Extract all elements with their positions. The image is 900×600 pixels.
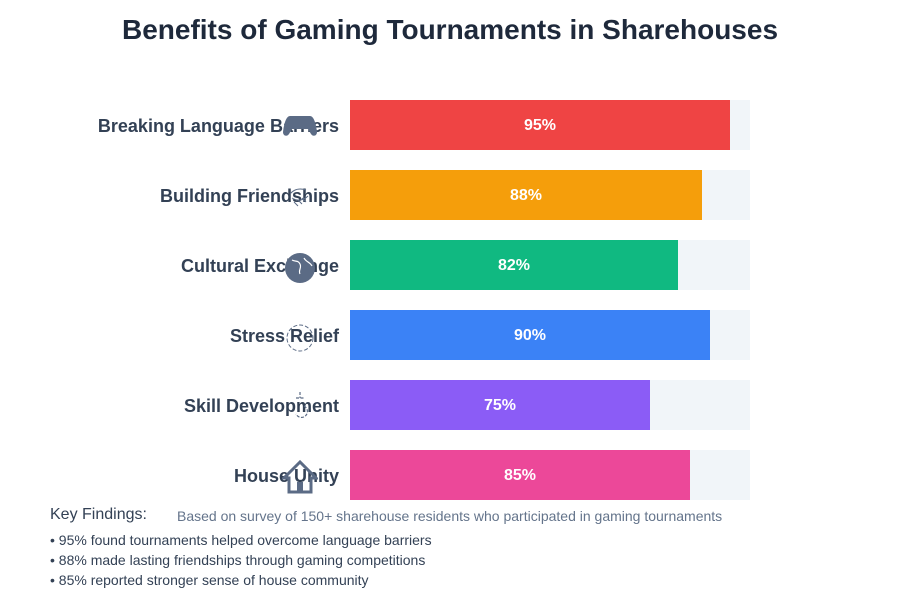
bar-track: 82% (350, 240, 750, 290)
finding-item: • 85% reported stronger sense of house c… (50, 572, 369, 588)
bar: 95% (350, 100, 730, 150)
value-label: 90% (513, 327, 547, 344)
category-label: Building Friendships (160, 186, 339, 206)
value-label: 82% (497, 257, 531, 274)
gamepad-icon (282, 108, 318, 144)
bar: 90% (350, 310, 710, 360)
value-label: 88% (509, 187, 543, 204)
key-findings-title: Key Findings: (50, 506, 147, 523)
bar-track: 88% (350, 170, 750, 220)
bar-track: 90% (350, 310, 750, 360)
bar-row: Cultural Exchange 82% (0, 240, 900, 290)
globe-icon (282, 248, 318, 284)
bar-track: 75% (350, 380, 750, 430)
bar-track: 95% (350, 100, 750, 150)
bar-row: House Unity 85% (0, 450, 900, 500)
value-label: 85% (503, 467, 537, 484)
category-label: Breaking Language Barriers (97, 116, 339, 136)
chart-title: Benefits of Gaming Tournaments in Shareh… (121, 14, 779, 45)
bar-row: Skill Development 75% (0, 380, 900, 430)
category-label: Skill Development (183, 396, 339, 416)
house-icon (280, 458, 320, 494)
value-label: 75% (483, 397, 517, 414)
handshake-icon (282, 178, 318, 214)
relief-icon (282, 318, 318, 354)
value-label: 95% (523, 117, 557, 134)
bar: 85% (350, 450, 690, 500)
bar-row: Breaking Language Barriers 95% (0, 100, 900, 150)
category-label: Stress Relief (229, 326, 339, 346)
finding-item: • 88% made lasting friendships through g… (50, 552, 426, 568)
survey-note: Based on survey of 150+ sharehouse resid… (177, 508, 723, 524)
bar-row: Building Friendships 88% (0, 170, 900, 220)
skill-icon (282, 388, 318, 424)
bar-track: 85% (350, 450, 750, 500)
bar-row: Stress Relief 90% (0, 310, 900, 360)
finding-item: • 95% found tournaments helped overcome … (50, 532, 432, 548)
bar: 82% (350, 240, 678, 290)
bar: 75% (350, 380, 650, 430)
bar: 88% (350, 170, 702, 220)
